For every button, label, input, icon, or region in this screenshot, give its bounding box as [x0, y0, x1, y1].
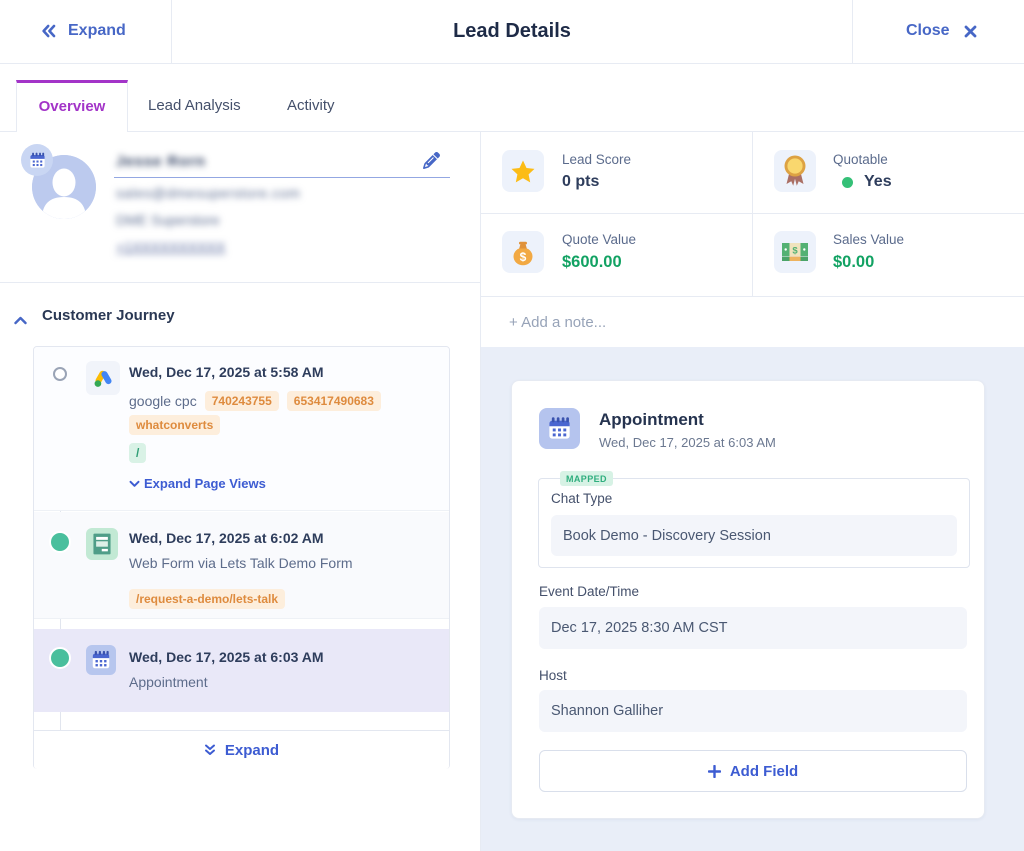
svg-text:$: $ — [792, 245, 798, 256]
svg-text:$: $ — [520, 250, 527, 264]
